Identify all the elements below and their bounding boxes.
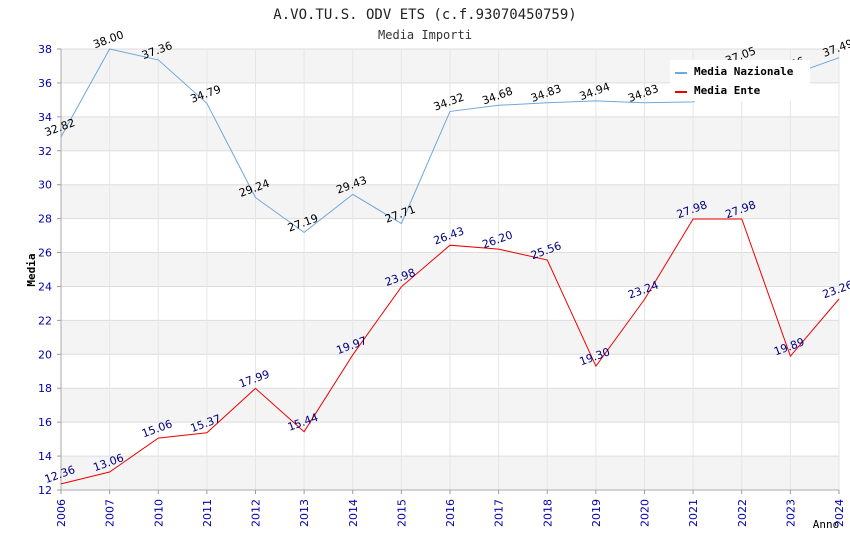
x-tick-label: 2013 [298,499,311,527]
y-tick-label: 20 [38,348,52,361]
y-tick-label: 30 [38,179,52,192]
x-tick-label: 2022 [736,499,749,527]
y-tick-label: 26 [38,247,52,260]
x-tick-label: 2014 [347,499,360,527]
y-tick-label: 14 [38,450,52,463]
x-tick-labels: 2006 2007 2010 2011 2012 2013 2014 2015 2016 2017… [55,499,846,527]
x-tick-label: 2024 [833,499,846,527]
y-axis-label: Media [25,253,38,286]
x-tick-label: 2010 [152,499,165,527]
y-tick-label: 32 [38,145,52,158]
x-tick-label: 2006 [55,499,68,527]
x-tick-label: 2015 [395,499,408,527]
x-tick-label: 2007 [104,499,117,527]
series-line-media-ente [60,218,840,485]
axes [57,48,840,494]
x-tick-label: 2018 [541,499,554,527]
x-tick-label: 2019 [590,499,603,527]
y-tick-labels: 12 14 16 18 20 22 24 26 28 30 32 34 36 38 [38,43,52,497]
grid-lines [60,48,840,491]
y-tick-label: 22 [38,314,52,327]
x-tick-label: 2012 [250,499,263,527]
y-tick-label: 36 [38,77,52,90]
y-tick-label: 12 [38,484,52,497]
y-tick-label: 16 [38,416,52,429]
y-tick-label: 34 [38,111,52,124]
x-tick-label: 2016 [444,499,457,527]
chart-subtitle: Media Importi [378,28,472,42]
x-tick-label: 2023 [784,499,797,527]
x-tick-label: 2017 [493,499,506,527]
legend-label-media-ente: Media Ente [694,84,761,97]
legend-box [670,60,810,101]
chart-title: A.VO.TU.S. ODV ETS (c.f.93070450759) [273,7,576,23]
y-tick-label: 28 [38,213,52,226]
x-tick-label: 2011 [201,499,214,527]
legend-label-media-nazionale: Media Nazionale [694,65,794,78]
x-tick-label: 2020 [639,499,652,527]
legend: Media Nazionale Media Ente [670,60,810,101]
y-tick-label: 24 [38,280,52,293]
x-tick-label: 2021 [687,499,700,527]
y-tick-label: 38 [38,43,52,56]
x-axis-label: Anno [813,518,840,531]
y-tick-label: 18 [38,382,52,395]
data-label: 38.00 [91,28,125,51]
